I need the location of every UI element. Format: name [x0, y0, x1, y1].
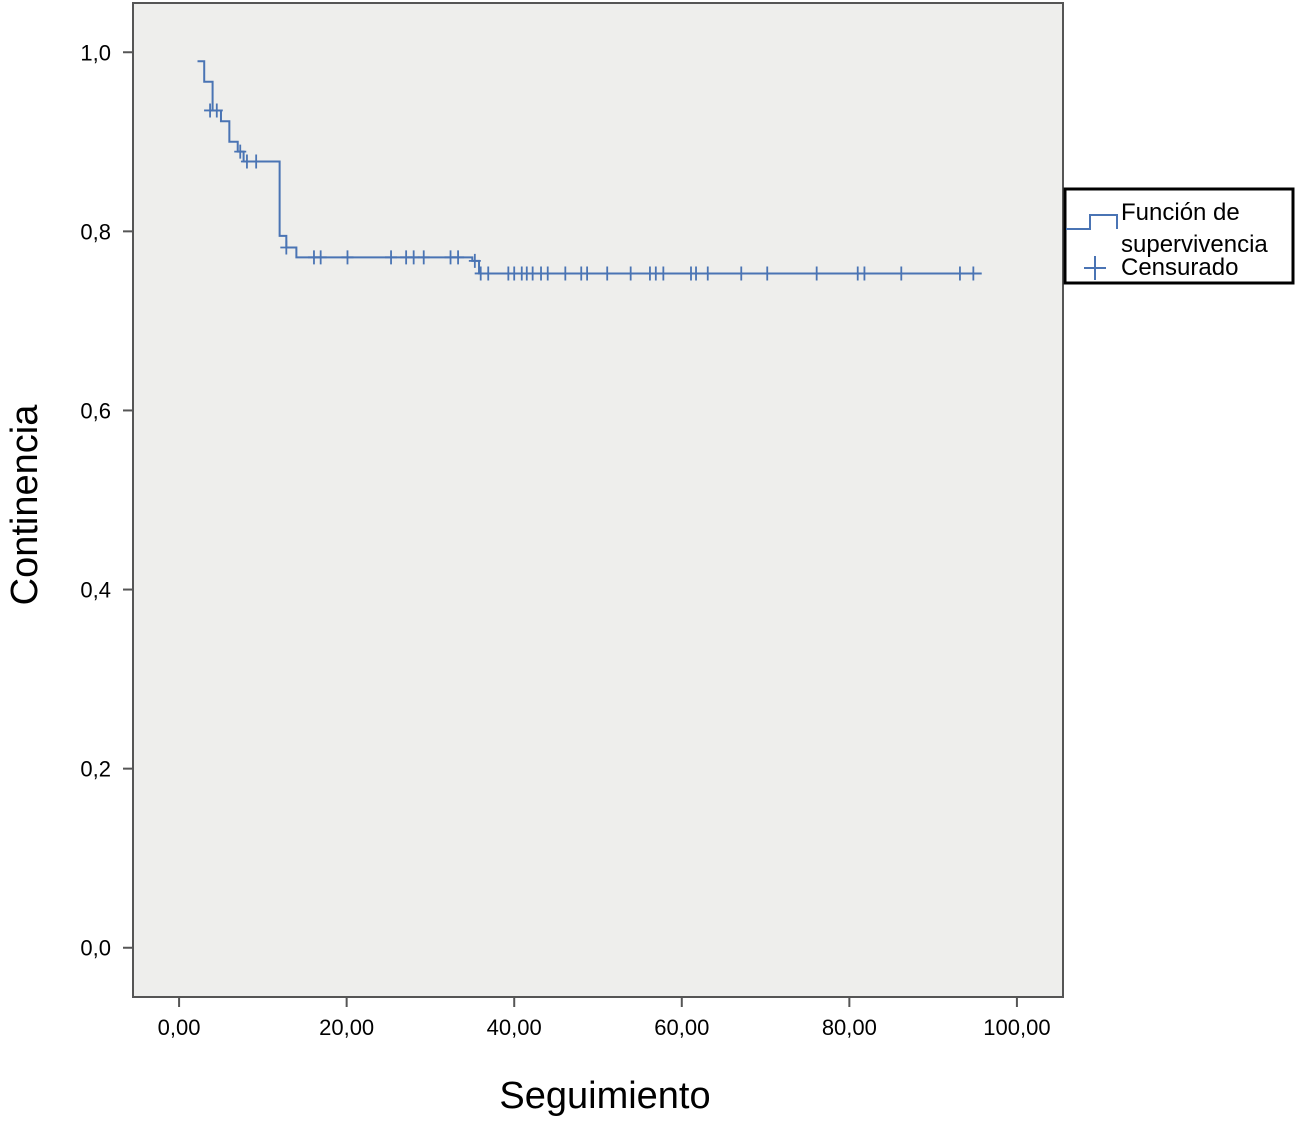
- x-axis: 0,00 20,00 40,00 60,00 80,00 100,00: [158, 997, 1051, 1040]
- y-axis-title: Continencia: [4, 404, 46, 606]
- legend-survival-label-line2: supervivencia: [1121, 231, 1268, 258]
- censored-mark: [417, 250, 430, 265]
- censored-mark: [407, 250, 420, 265]
- censored-mark: [601, 266, 614, 281]
- censored-mark: [468, 253, 481, 268]
- censored-mark: [967, 266, 980, 281]
- censored-mark: [250, 154, 263, 169]
- censored-mark: [314, 250, 327, 265]
- censored-mark: [482, 266, 495, 281]
- censored-mark: [895, 266, 908, 281]
- censored-mark: [559, 266, 572, 281]
- x-tick-label: 40,00: [487, 1015, 542, 1040]
- censored-mark: [234, 144, 247, 159]
- x-tick-label: 20,00: [319, 1015, 374, 1040]
- censored-mark: [541, 266, 554, 281]
- y-tick-label: 0,4: [80, 578, 111, 603]
- censored-mark: [280, 240, 293, 255]
- plot-area: [132, 2, 1064, 998]
- y-tick-label: 0,8: [80, 219, 111, 244]
- legend-survival-label-line1: Función de: [1121, 199, 1240, 226]
- censored-mark: [690, 266, 703, 281]
- censored-mark: [210, 103, 223, 118]
- censored-mark: [810, 266, 823, 281]
- censored-mark: [953, 266, 966, 281]
- x-axis-title: Seguimiento: [499, 1075, 710, 1117]
- series-layer: [197, 60, 982, 281]
- y-axis: 0,0 0,2 0,4 0,6 0,8 1,0: [80, 40, 133, 961]
- censored-mark: [452, 250, 465, 265]
- y-tick-label: 0,2: [80, 757, 111, 782]
- survival-step-icon: [1066, 214, 1118, 230]
- y-tick-label: 1,0: [80, 40, 111, 65]
- legend-censored-label: Censurado: [1121, 254, 1238, 281]
- censored-mark: [735, 266, 748, 281]
- censored-mark: [701, 266, 714, 281]
- x-tick-label: 80,00: [822, 1015, 877, 1040]
- censored-mark: [624, 266, 637, 281]
- censored-mark: [581, 266, 594, 281]
- legend: Función de supervivencia Censurado: [1063, 187, 1295, 285]
- censored-mark: [858, 266, 871, 281]
- censored-mark: [657, 266, 670, 281]
- x-tick-label: 100,00: [983, 1015, 1050, 1040]
- censored-mark: [761, 266, 774, 281]
- survival-step-line: [197, 60, 982, 275]
- x-tick-label: 0,00: [158, 1015, 201, 1040]
- censored-cross-icon: [1084, 256, 1106, 280]
- x-tick-label: 60,00: [654, 1015, 709, 1040]
- censored-mark: [385, 250, 398, 265]
- y-tick-label: 0,6: [80, 398, 111, 423]
- legend-box: [1063, 187, 1295, 285]
- y-tick-label: 0,0: [80, 936, 111, 961]
- censored-mark: [341, 250, 354, 265]
